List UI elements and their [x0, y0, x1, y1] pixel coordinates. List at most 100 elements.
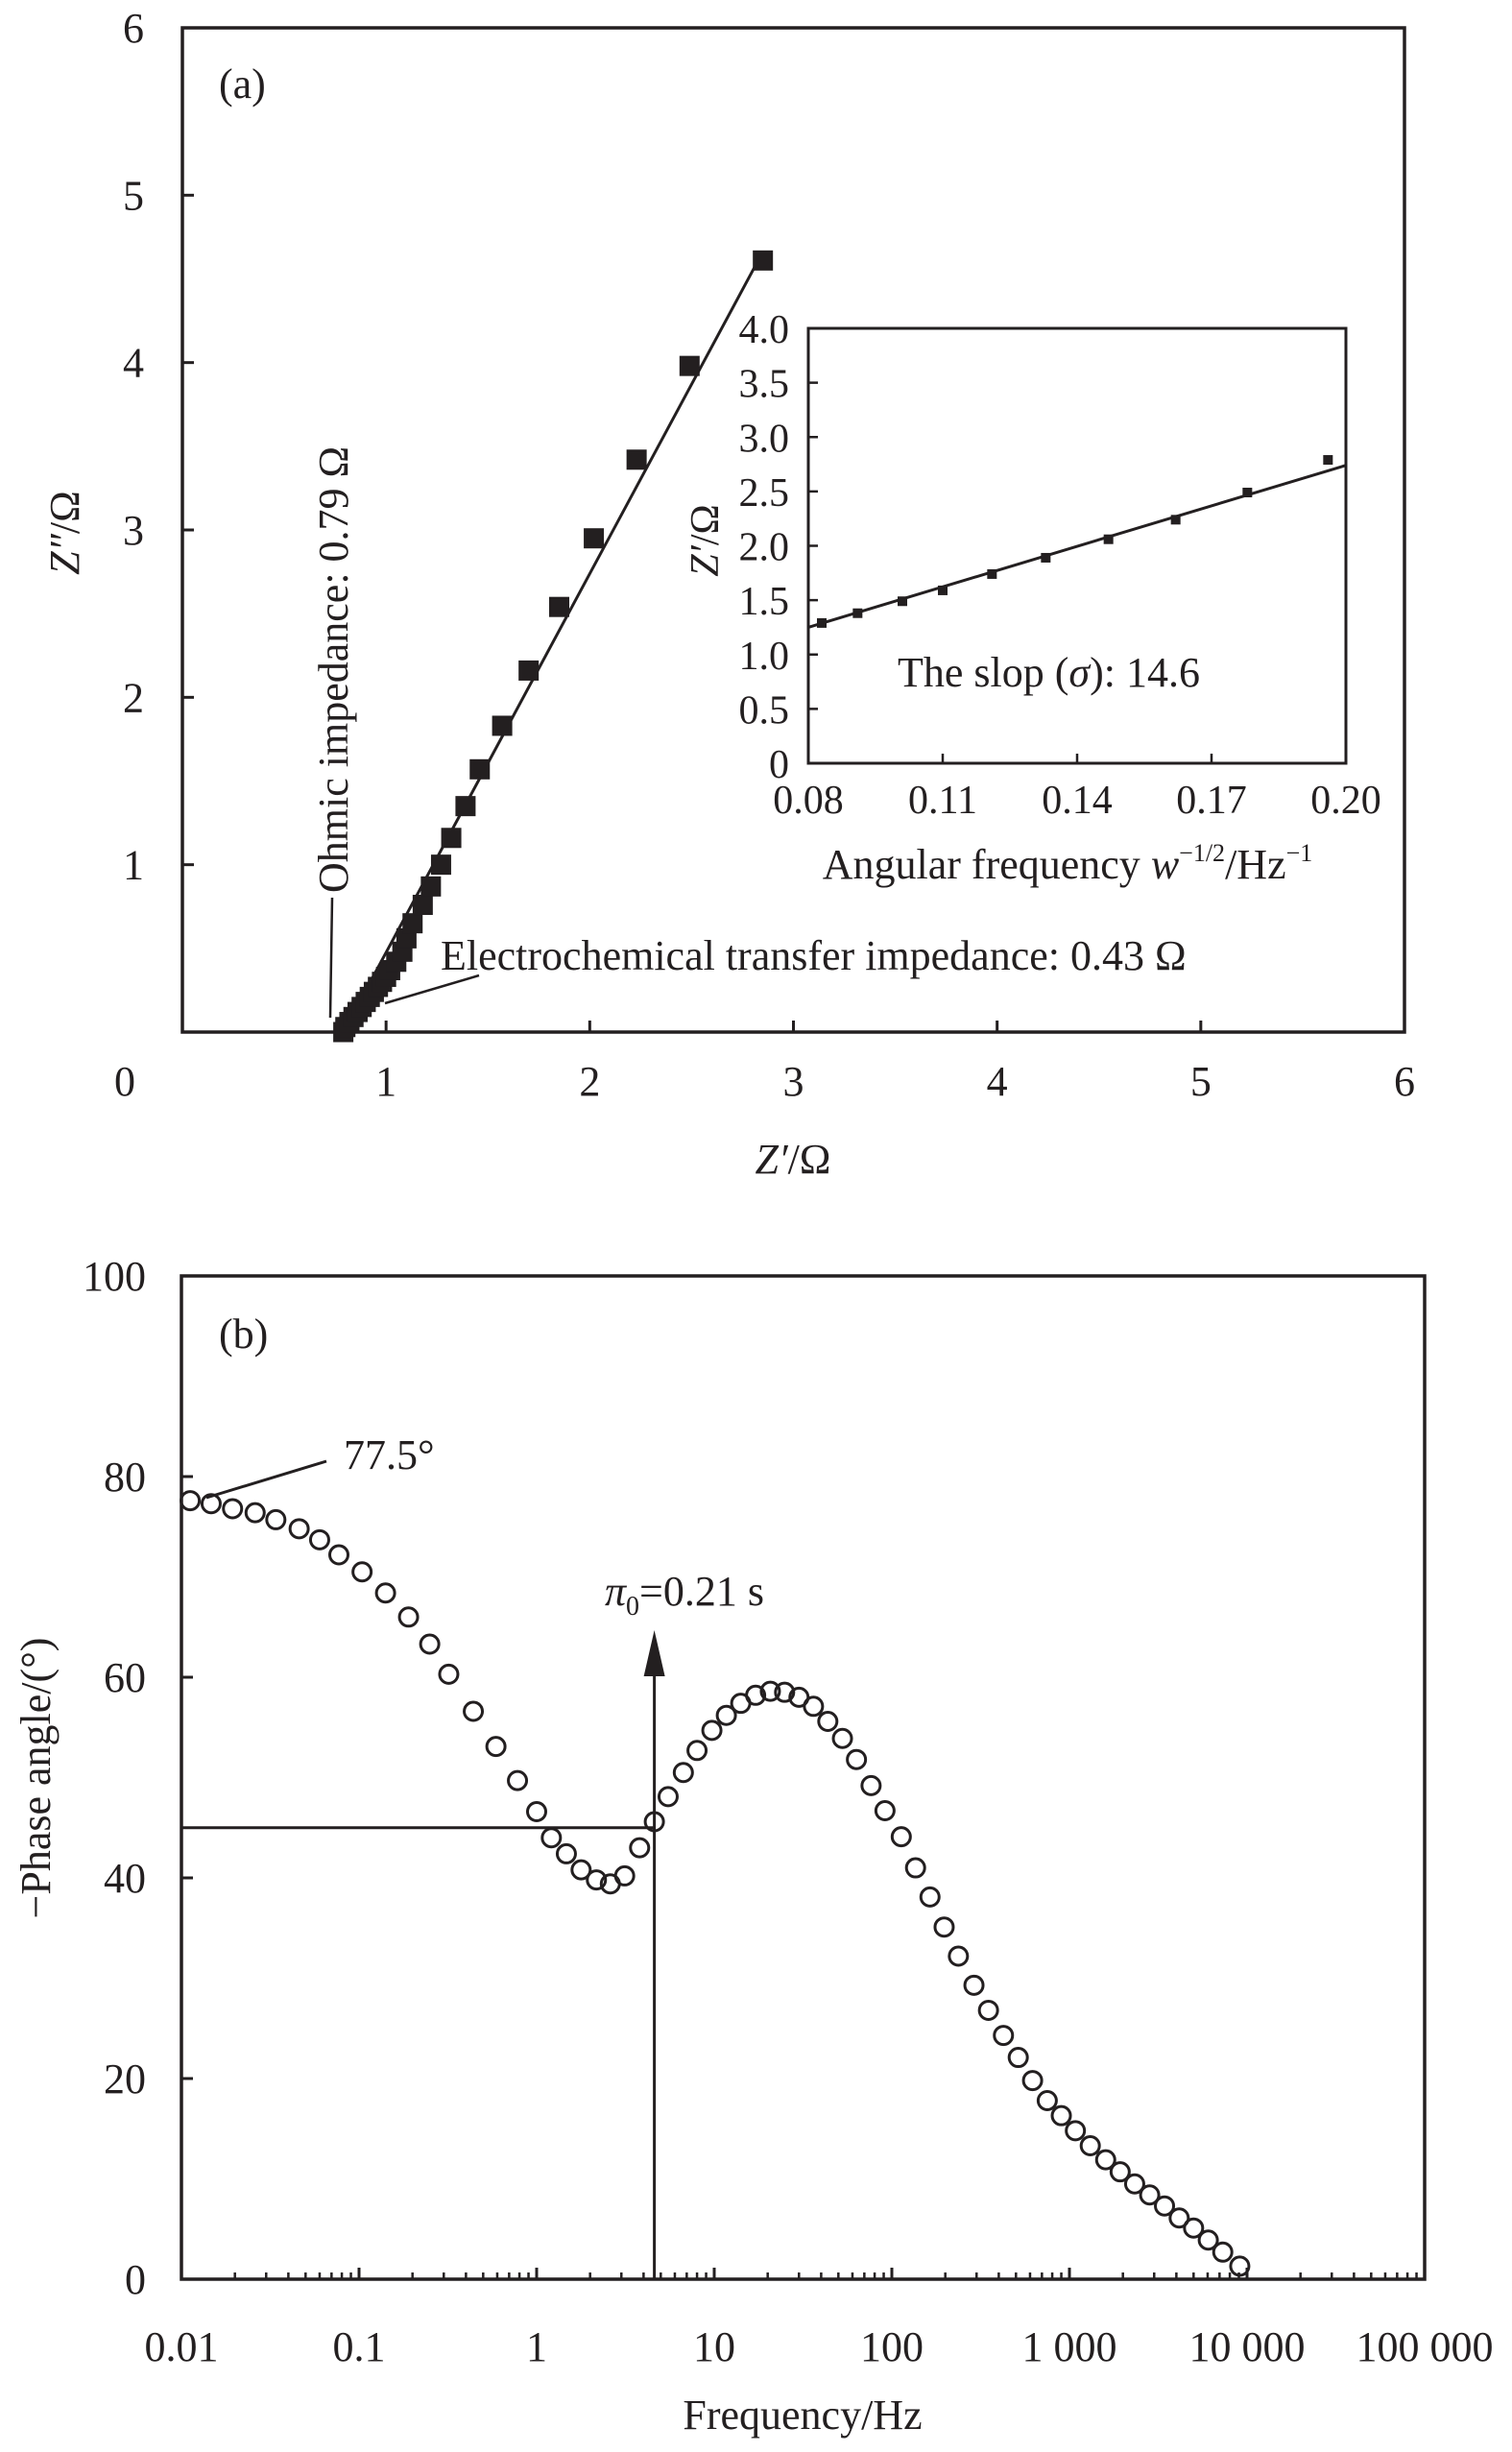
- plot-a-y-tick-label: 5: [123, 172, 144, 219]
- plot-a-y-tick-label: 2: [123, 674, 144, 721]
- inset-data-point: [1242, 488, 1253, 498]
- plot-a-y-tick-labels: 1 2 3 4 5 6: [123, 5, 144, 889]
- plot-b-y-tick-label: 20: [104, 2055, 146, 2103]
- plot-b-x-axis-title: Frequency/Hz: [683, 2392, 922, 2439]
- phase-data-point: [963, 1974, 985, 1996]
- plot-a-x-tick-labels: 1 2 3 4 5 6: [375, 1058, 1415, 1105]
- inset-x-tick-label: 0.17: [1176, 779, 1247, 823]
- phase-data-point: [715, 1704, 737, 1726]
- plot-b-x-tick-label: 100: [860, 2323, 924, 2370]
- plot-b-x-tick-label: 1: [526, 2323, 547, 2370]
- plot-b-y-tick-label: 80: [104, 1454, 146, 1501]
- inset-data-point: [852, 608, 863, 618]
- svg-text:Z′/Ω: Z′/Ω: [684, 504, 728, 576]
- phase-data-point: [831, 1727, 853, 1749]
- nyquist-data-point: [402, 913, 423, 934]
- phase-data-point: [643, 1811, 665, 1833]
- max-angle-leader-line: [205, 1459, 327, 1500]
- inset-data-points: [817, 455, 1333, 628]
- phase-data-point: [570, 1859, 592, 1881]
- plot-a-x-tick-label: 1: [375, 1058, 396, 1105]
- plot-b-data-points: [180, 1490, 1251, 2277]
- inset-y-tick-label: 1.5: [739, 580, 790, 624]
- plot-b-x-tick-label: 10: [693, 2323, 735, 2370]
- plot-b-y-tick-label: 100: [83, 1253, 146, 1300]
- phase-data-point: [180, 1490, 202, 1512]
- plot-a-x-tick-label: 3: [783, 1058, 804, 1105]
- phase-data-point: [890, 1826, 912, 1848]
- phase-data-point: [817, 1710, 839, 1732]
- nyquist-data-point: [492, 715, 513, 736]
- plot-a-ticks: [182, 193, 1203, 1032]
- plot-b-frame: [180, 1274, 1427, 2281]
- inset-x-tick-labels: 0.08 0.11 0.14 0.17 0.20: [773, 779, 1381, 823]
- nyquist-data-point: [549, 596, 570, 617]
- plot-a-y-tick-label: 3: [123, 507, 144, 554]
- inset-x-axis-title: Angular frequency w−1/2/Hz−1: [823, 839, 1313, 888]
- phase-data-point: [265, 1508, 287, 1530]
- inset-x-axis-text: Angular frequency: [823, 841, 1151, 888]
- inset-x-axis-exponent: −1/2: [1179, 839, 1225, 867]
- phase-data-point: [774, 1681, 796, 1703]
- plot-a-data-points: [333, 250, 774, 1043]
- plot-a-y-axis-unit: /Ω: [41, 491, 88, 534]
- inset-data-point: [898, 596, 907, 607]
- phase-data-point: [463, 1700, 485, 1722]
- phase-data-point: [485, 1736, 507, 1758]
- phase-data-point: [701, 1719, 723, 1742]
- slope-text-pre: The slop (: [898, 649, 1068, 696]
- nyquist-data-point: [584, 528, 605, 549]
- plot-b-y-axis-text: −Phase angle/(°): [12, 1638, 60, 1919]
- plot-a-x-tick-label: 5: [1190, 1058, 1212, 1105]
- ohmic-impedance-annotation: Ohmic impedance: 0.79 Ω: [310, 446, 357, 893]
- phase-data-point: [308, 1528, 330, 1551]
- tau-annotation: π0=0.21 s: [605, 1568, 764, 1622]
- inset-x-axis-var: w: [1151, 841, 1180, 888]
- phase-data-point: [803, 1695, 825, 1718]
- plot-b-x-tick-label: 0.1: [333, 2323, 386, 2370]
- slope-text-post: ): 14.6: [1090, 649, 1200, 696]
- inset-data-point: [1041, 552, 1051, 563]
- inset-x-tick-label: 0.14: [1042, 779, 1113, 823]
- ohmic-leader-line: [328, 897, 334, 1019]
- inset-y-axis-title: Z′/Ω: [684, 504, 728, 576]
- inset-x-tick-label: 0.20: [1310, 779, 1381, 823]
- panel-b-label: (b): [219, 1310, 268, 1358]
- plot-a-x-tick-label: 2: [579, 1058, 600, 1105]
- transfer-leader-line: [384, 974, 480, 1005]
- phase-data-point: [686, 1740, 708, 1762]
- plot-b-ticks: [181, 1475, 1418, 2279]
- phase-data-point: [1123, 2173, 1145, 2195]
- inset-y-tick-label: 3.0: [739, 417, 790, 461]
- nyquist-data-point: [441, 828, 462, 849]
- phase-data-point: [1229, 2255, 1251, 2277]
- plot-a-x-axis-unit: /Ω: [788, 1136, 831, 1183]
- phase-data-point: [874, 1799, 896, 1821]
- phase-data-point: [507, 1769, 529, 1791]
- plot-a-x-tick-label: 4: [987, 1058, 1008, 1105]
- phase-data-point: [1007, 2047, 1029, 2069]
- inset-data-point: [938, 585, 948, 595]
- transfer-impedance-annotation: Electrochemical transfer impedance: 0.43…: [441, 932, 1187, 979]
- inset-y-tick-label: 0.5: [739, 688, 790, 733]
- phase-data-point: [745, 1684, 767, 1706]
- plot-a-x-axis-var: Z′: [755, 1136, 788, 1183]
- plot-a-y-tick-label: 6: [123, 5, 144, 52]
- plot-b-y-tick-label: 60: [104, 1654, 146, 1701]
- inset-y-tick-label: 2.0: [739, 526, 790, 570]
- slope-annotation: The slop (σ): 14.6: [898, 649, 1200, 696]
- plot-a-y-tick-label: 4: [123, 340, 144, 387]
- phase-data-point: [904, 1857, 926, 1879]
- phase-data-point: [1183, 2217, 1205, 2239]
- phase-data-point: [860, 1774, 882, 1796]
- inset-y-tick-label: 4.0: [739, 308, 790, 352]
- inset-x-tick-label: 0.11: [908, 779, 977, 823]
- inset-y-tick-label: 3.5: [739, 363, 790, 407]
- phase-data-point: [1154, 2195, 1176, 2217]
- plot-a-origin-label: 0: [114, 1058, 135, 1105]
- inset-plot: 0.08 0.11 0.14 0.17 0.20 0 0.5 1.0 1.5 2.0 2.5 3.0…: [684, 308, 1381, 888]
- phase-data-point: [555, 1842, 577, 1864]
- inset-x-axis-unit: /Hz: [1225, 841, 1286, 888]
